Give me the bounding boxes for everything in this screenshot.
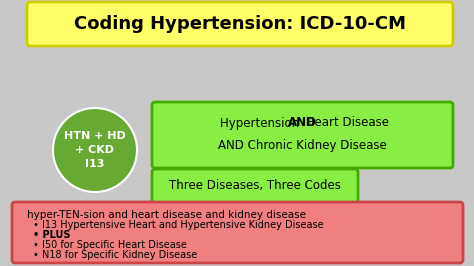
FancyBboxPatch shape	[12, 202, 463, 263]
Text: hyper-TEN-sion and heart disease and kidney disease: hyper-TEN-sion and heart disease and kid…	[27, 210, 306, 220]
Text: Hypertension: Hypertension	[219, 117, 302, 130]
Text: + CKD: + CKD	[75, 145, 115, 155]
Text: • PLUS: • PLUS	[33, 230, 71, 240]
FancyBboxPatch shape	[152, 102, 453, 168]
Text: • I13 Hypertensive Heart and Hypertensive Kidney Disease: • I13 Hypertensive Heart and Hypertensiv…	[33, 220, 324, 230]
Text: I13: I13	[85, 159, 105, 169]
Text: HTN + HD: HTN + HD	[64, 131, 126, 141]
Text: AND Chronic Kidney Disease: AND Chronic Kidney Disease	[218, 139, 387, 152]
FancyBboxPatch shape	[152, 169, 358, 203]
Text: AND: AND	[288, 117, 317, 130]
Text: Three Diseases, Three Codes: Three Diseases, Three Codes	[169, 180, 341, 193]
Circle shape	[53, 108, 137, 192]
Text: • N18 for Specific Kidney Disease: • N18 for Specific Kidney Disease	[33, 250, 197, 260]
Text: Heart Disease: Heart Disease	[302, 117, 390, 130]
Text: • I50 for Specific Heart Disease: • I50 for Specific Heart Disease	[33, 240, 187, 250]
FancyBboxPatch shape	[27, 2, 453, 46]
Text: Coding Hypertension: ICD-10-CM: Coding Hypertension: ICD-10-CM	[74, 15, 406, 33]
